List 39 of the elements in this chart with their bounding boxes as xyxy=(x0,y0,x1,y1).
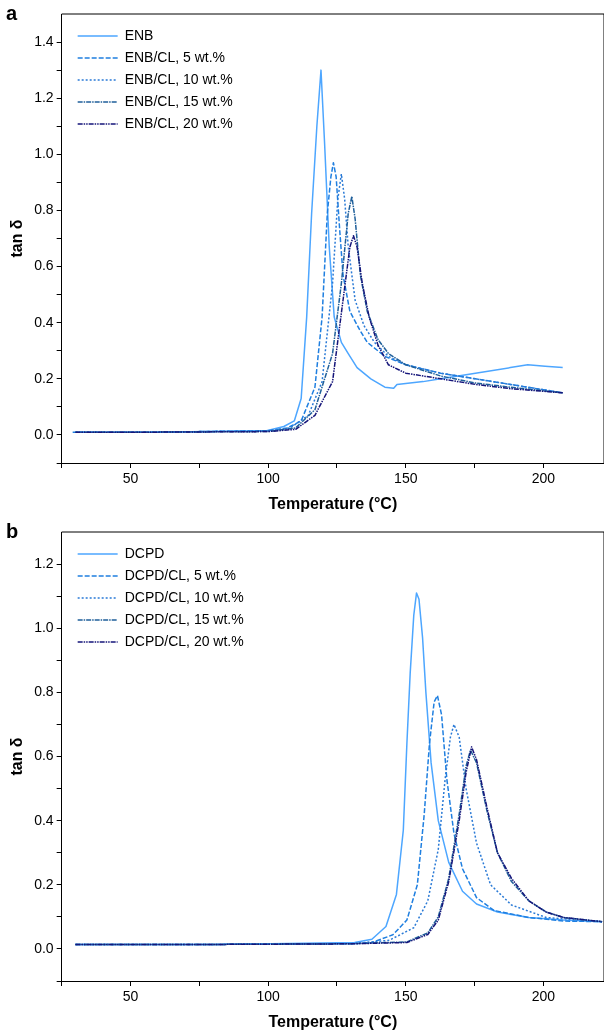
legend-label: DCPD/CL, 5 wt.% xyxy=(124,566,236,583)
legend-label: ENB/CL, 10 wt.% xyxy=(124,70,233,87)
y-tick-label: 0.8 xyxy=(34,683,54,700)
y-tick-label: 1.0 xyxy=(34,619,54,636)
y-axis-title: tan δ xyxy=(8,219,26,258)
legend-label: ENB/CL, 20 wt.% xyxy=(124,114,233,131)
legend-label: ENB/CL, 15 wt.% xyxy=(124,92,233,109)
legend-label: DCPD/CL, 10 wt.% xyxy=(124,588,244,605)
y-tick-label: 1.2 xyxy=(34,554,54,571)
y-tick-label: 0.6 xyxy=(34,747,54,764)
chart-title: b xyxy=(6,519,19,542)
y-tick-label: 1.4 xyxy=(34,32,54,49)
x-tick-label: 200 xyxy=(531,988,556,1005)
y-tick-label: 0.2 xyxy=(34,369,54,386)
y-tick-label: 0.0 xyxy=(34,939,54,956)
legend-label: ENB/CL, 5 wt.% xyxy=(124,48,226,65)
y-tick-label: 0.2 xyxy=(34,875,54,892)
legend-label: ENB xyxy=(124,26,154,43)
legend-label: DCPD xyxy=(124,544,165,561)
y-tick-label: 0.6 xyxy=(34,257,54,274)
y-tick-label: 0.0 xyxy=(34,425,54,442)
x-tick-label: 100 xyxy=(256,470,281,487)
x-tick-label: 150 xyxy=(394,470,418,487)
y-tick-label: 1.2 xyxy=(34,89,54,106)
x-axis-title: Temperature (°C) xyxy=(268,494,398,512)
y-tick-label: 0.4 xyxy=(34,313,54,330)
y-tick-label: 1.0 xyxy=(34,145,54,162)
x-axis-title: Temperature (°C) xyxy=(268,1012,398,1030)
x-tick-label: 100 xyxy=(256,988,281,1005)
legend-label: DCPD/CL, 15 wt.% xyxy=(124,610,244,627)
legend-label: DCPD/CL, 20 wt.% xyxy=(124,632,244,649)
y-axis-title: tan δ xyxy=(8,737,26,776)
x-tick-label: 50 xyxy=(122,988,139,1005)
y-tick-label: 0.8 xyxy=(34,201,54,218)
x-tick-label: 200 xyxy=(531,470,556,487)
y-tick-label: 0.4 xyxy=(34,811,54,828)
x-tick-label: 150 xyxy=(394,988,418,1005)
x-tick-label: 50 xyxy=(122,470,139,487)
chart-title: a xyxy=(6,1,18,24)
